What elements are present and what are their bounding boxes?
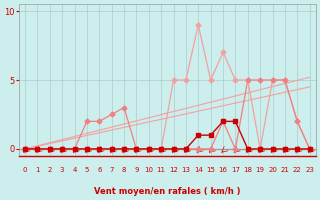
X-axis label: Vent moyen/en rafales ( km/h ): Vent moyen/en rafales ( km/h ) [94,187,241,196]
